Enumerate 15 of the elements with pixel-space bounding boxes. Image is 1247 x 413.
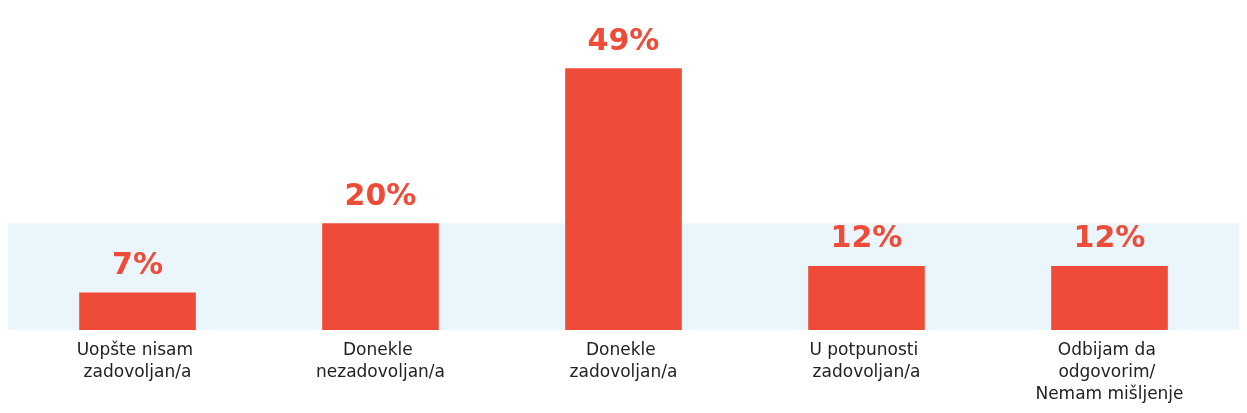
data-label: 49% xyxy=(587,21,660,57)
x-tick-label: U potpunosti zadovoljan/a xyxy=(809,339,924,381)
bar xyxy=(322,223,439,330)
x-tick-label: Donekle zadovoljan/a xyxy=(569,339,678,381)
x-tick-label: Odbijam da odgovorim/ Nemam mišljenje xyxy=(1035,339,1184,403)
bar xyxy=(1051,265,1168,330)
bar xyxy=(79,292,196,330)
data-label: 7% xyxy=(112,246,163,282)
data-label: 12% xyxy=(1073,219,1146,255)
data-label: 20% xyxy=(344,176,417,212)
x-tick-label: Uopšte nisam zadovoljan/a xyxy=(76,339,199,381)
data-label: 12% xyxy=(830,219,903,255)
bar xyxy=(565,68,682,330)
x-tick-label: Donekle nezadovoljan/a xyxy=(315,339,446,381)
bar xyxy=(808,265,925,330)
